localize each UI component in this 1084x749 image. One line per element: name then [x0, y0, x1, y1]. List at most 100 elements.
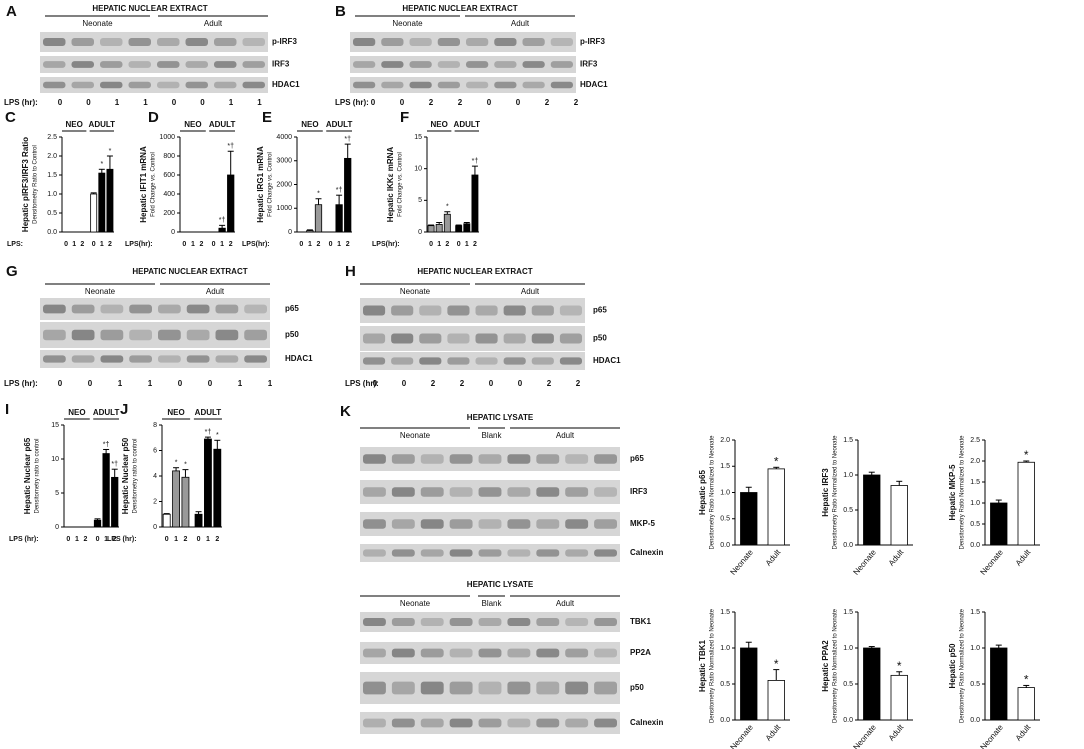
blot-band: [550, 81, 573, 89]
bar: [1017, 687, 1035, 721]
y-tick-label: 2: [153, 498, 157, 505]
y-tick-label: 0.0: [970, 542, 980, 549]
blot-band: [594, 681, 617, 695]
blot-band: [363, 357, 386, 365]
x-tick-label: Neonate: [852, 547, 879, 576]
y-tick-label: 15: [51, 422, 59, 429]
blot-band: [507, 648, 531, 658]
y-tick-label: 1000: [159, 134, 175, 141]
y-sublabel: Densitometry Ratio to Control: [33, 145, 39, 224]
x-tick-label: 2: [183, 536, 187, 543]
y-tick-label: 0: [418, 229, 422, 236]
lane-value: 1: [115, 98, 120, 107]
blot-band: [594, 487, 617, 497]
bar: [427, 225, 435, 233]
blot-band: [353, 38, 376, 46]
group-label: ADULT: [454, 120, 481, 129]
y-sublabel: Densitometry Ratio Normalized to Neonate: [833, 608, 839, 723]
y-label: Hepatic TBK1: [698, 639, 707, 692]
y-tick-label: 1.5: [720, 463, 730, 470]
blot-band: [71, 38, 94, 46]
panel-letter: H: [345, 263, 356, 280]
blot-band: [559, 305, 582, 316]
blot-band: [522, 61, 545, 68]
y-tick-label: 2000: [276, 181, 292, 188]
y-tick-label: 0: [55, 524, 59, 531]
blot-band: [478, 487, 502, 497]
band-label: p65: [285, 304, 299, 313]
group-label: Adult: [511, 19, 530, 28]
lane-value: 1: [118, 379, 123, 388]
blot-band: [71, 81, 94, 89]
blot-band: [129, 355, 152, 363]
band-label: IRF3: [272, 60, 290, 69]
x-tick-label: Adult: [764, 547, 783, 567]
blot-band: [100, 61, 123, 68]
x-tick-label: Adult: [1014, 722, 1033, 742]
blot-title: HEPATIC LYSATE: [467, 580, 534, 589]
blot-band: [565, 519, 589, 529]
group-label: Neonate: [392, 19, 423, 28]
x-tick-label: 1: [465, 241, 469, 248]
blot-band: [363, 487, 386, 497]
blot-band: [391, 357, 414, 365]
blot-band: [185, 61, 208, 68]
group-label: Adult: [206, 287, 225, 296]
blot-band: [565, 618, 589, 626]
x-tick-label: 0: [212, 241, 216, 248]
y-label: Hepatic IRG1 mRNA: [256, 146, 265, 223]
blot-band: [157, 61, 180, 68]
lane-value: 0: [518, 379, 523, 388]
blot-band: [565, 487, 589, 497]
blot-band: [244, 304, 267, 314]
blot-band: [409, 81, 432, 89]
band-label: IRF3: [580, 60, 598, 69]
group-label: Neonate: [82, 19, 113, 28]
y-tick-label: 1.0: [720, 645, 730, 652]
blot-band: [594, 648, 617, 658]
blot-band: [475, 305, 498, 316]
blot-band: [363, 549, 386, 557]
blot-band: [503, 357, 526, 365]
blot-band: [363, 305, 386, 316]
blot-band: [363, 519, 386, 529]
group-label: NEO: [68, 408, 85, 417]
lane-value: 2: [429, 98, 434, 107]
x-tick-label: 1: [308, 241, 312, 248]
bar: [90, 193, 98, 233]
group-label: NEO: [66, 120, 83, 129]
bar: [306, 230, 314, 233]
y-sublabel: Fold Change vs. Control: [151, 152, 157, 217]
blot-band: [559, 357, 582, 365]
y-label: Hepatic pIRF3/IRF3 Ratio: [21, 137, 30, 232]
bar: [863, 647, 881, 721]
bar: [740, 492, 758, 546]
bar: [335, 204, 343, 233]
blot-band: [391, 718, 415, 728]
x-tick-label: 1: [191, 241, 195, 248]
x-tick-label: 2: [317, 241, 321, 248]
y-tick-label: 1.5: [970, 609, 980, 616]
blot-strip: [350, 32, 576, 52]
significance-marker: *†: [219, 217, 226, 224]
bar: [98, 172, 106, 233]
blot-strip: [40, 56, 268, 73]
blot-band: [478, 549, 502, 557]
blot-band: [507, 549, 531, 557]
blot-band: [466, 81, 489, 89]
x-tick-label: 1: [206, 536, 210, 543]
significance-marker: *: [175, 460, 178, 467]
panel-letter: E: [262, 109, 272, 126]
significance-marker: *: [1024, 448, 1029, 462]
y-tick-label: 0.5: [970, 681, 980, 688]
significance-marker: *: [446, 204, 449, 211]
blot-band: [100, 304, 124, 314]
blot-band: [419, 357, 442, 365]
y-tick-label: 0.5: [843, 681, 853, 688]
y-sublabel: Densitometry ratio to control: [35, 438, 41, 513]
blot-strip: [40, 298, 270, 320]
blot-band: [536, 718, 560, 728]
panel-letter: B: [335, 3, 346, 20]
blot-band: [71, 329, 95, 341]
y-tick-label: 0.0: [47, 229, 57, 236]
